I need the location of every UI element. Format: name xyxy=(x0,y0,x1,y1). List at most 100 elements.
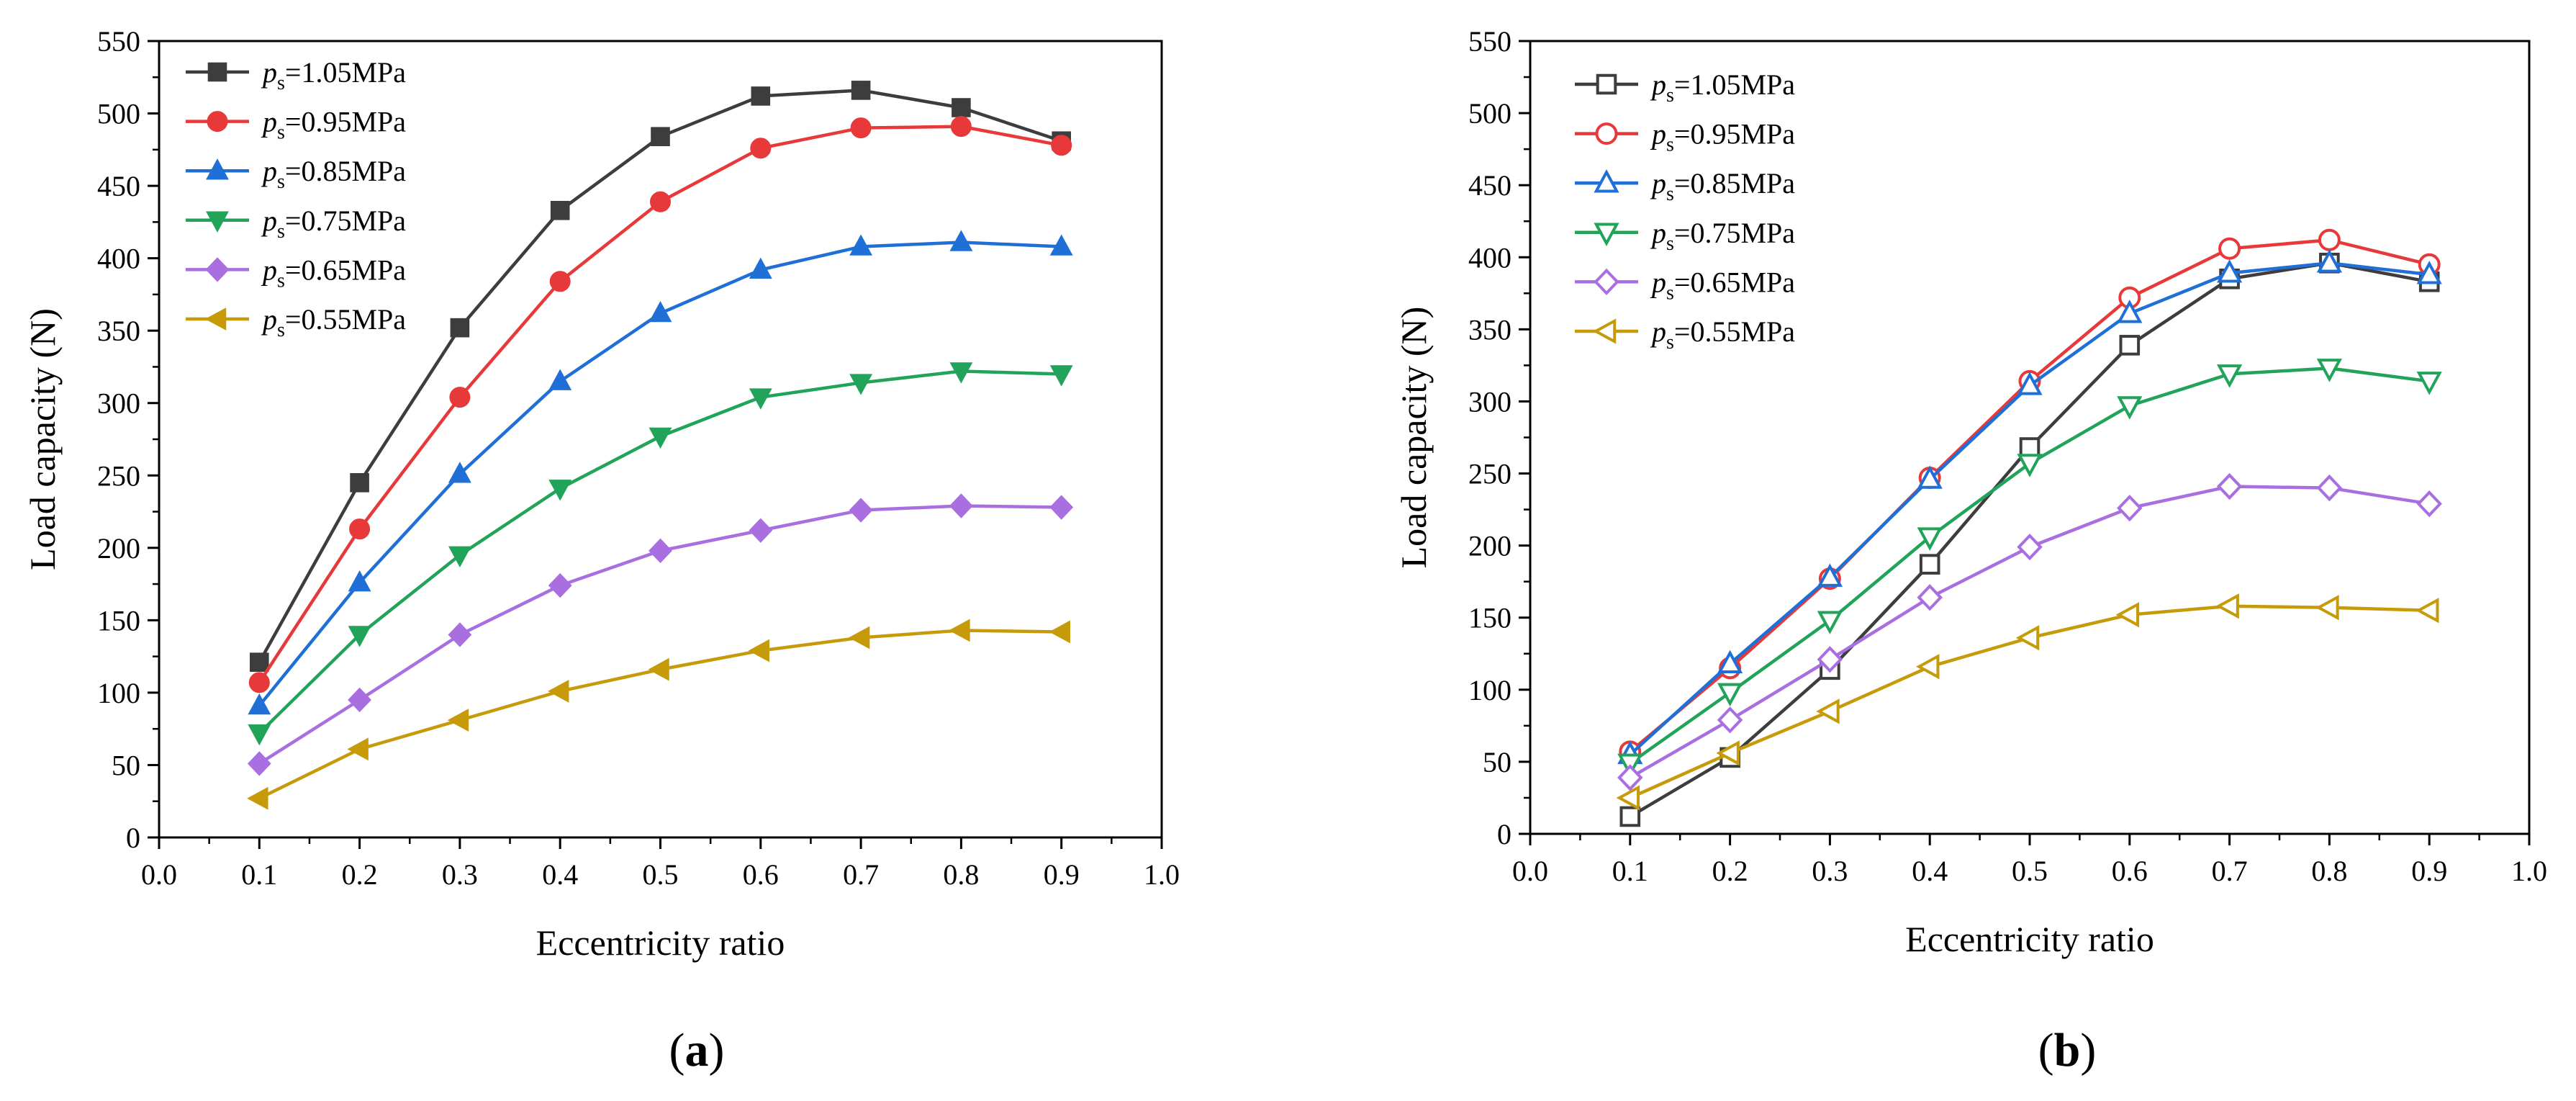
legend-marker xyxy=(1595,122,1618,145)
data-point-marker xyxy=(348,687,371,713)
legend-marker xyxy=(1594,268,1619,296)
data-point-marker xyxy=(348,570,371,592)
x-tick-label: 0.0 xyxy=(1512,855,1548,887)
y-tick-label: 50 xyxy=(112,749,140,781)
legend-label-value: =0.85MPa xyxy=(285,155,406,187)
legend-label-value: =0.55MPa xyxy=(285,303,406,336)
x-tick-label: 0.9 xyxy=(2411,855,2447,887)
legend-label: ps=1.05MPa xyxy=(261,56,406,94)
data-point-marker xyxy=(2117,494,2143,522)
data-point-marker xyxy=(247,786,268,810)
legend-label-value: =0.75MPa xyxy=(1674,217,1795,249)
series-2 xyxy=(248,230,1073,715)
data-point-marker xyxy=(2315,595,2339,621)
data-point-marker xyxy=(748,639,770,662)
data-point-marker xyxy=(650,191,671,212)
data-point-marker xyxy=(248,724,271,746)
data-point-marker xyxy=(548,679,569,703)
legend-label-value: =0.75MPa xyxy=(285,205,406,237)
series-3 xyxy=(1617,359,2442,778)
data-point-marker xyxy=(2215,593,2239,619)
data-point-marker xyxy=(348,626,371,647)
data-point-marker xyxy=(2017,372,2043,395)
y-tick-label: 500 xyxy=(1468,97,1511,130)
data-point-marker xyxy=(548,369,572,390)
data-point-marker xyxy=(448,546,471,567)
data-point-marker xyxy=(749,257,772,279)
data-point-marker xyxy=(248,672,270,693)
x-tick-label: 0.5 xyxy=(643,858,679,891)
data-point-marker xyxy=(2117,300,2143,323)
legend-entry: ps=0.55MPa xyxy=(186,303,406,341)
data-point-marker xyxy=(2216,364,2243,388)
x-tick-label: 0.3 xyxy=(442,858,478,891)
legend-entry: ps=0.65MPa xyxy=(1575,266,1795,304)
y-tick-label: 350 xyxy=(1468,313,1511,346)
data-point-marker xyxy=(350,473,369,493)
data-point-marker xyxy=(750,138,772,159)
x-tick-label: 1.0 xyxy=(1144,858,1180,891)
legend-label: ps=0.85MPa xyxy=(1650,167,1795,205)
data-point-marker xyxy=(2415,598,2439,624)
data-point-marker xyxy=(949,362,973,384)
y-tick-label: 200 xyxy=(97,532,140,565)
legend-label-subscript: s xyxy=(1666,84,1674,107)
y-tick-label: 450 xyxy=(97,170,140,202)
data-point-marker xyxy=(2416,490,2442,518)
data-point-marker xyxy=(952,98,971,117)
data-point-marker xyxy=(1917,465,1943,489)
series-3 xyxy=(248,362,1073,746)
data-point-marker xyxy=(949,619,970,642)
legend-label-subscript: s xyxy=(277,220,285,243)
legend: ps=1.05MPa ps=0.95MPa ps =0.85MPa ps=0.75MPa… xyxy=(186,56,406,341)
data-point-marker xyxy=(1049,234,1073,256)
data-point-marker xyxy=(1049,365,1073,387)
data-point-marker xyxy=(447,709,469,732)
data-point-marker xyxy=(247,751,271,776)
series-1 xyxy=(248,116,1072,693)
data-point-marker xyxy=(1919,554,1940,575)
legend-label: ps=1.05MPa xyxy=(1650,68,1795,107)
data-point-marker xyxy=(248,693,271,715)
legend-label-value: =0.95MPa xyxy=(285,106,406,138)
data-point-marker xyxy=(2316,474,2343,502)
panel-label-open-paren: ( xyxy=(2038,1024,2054,1077)
data-point-marker xyxy=(1617,764,1643,791)
legend-marker xyxy=(206,158,229,180)
legend-entry: ps=0.95MPa xyxy=(186,106,406,144)
data-point-marker xyxy=(1049,620,1070,644)
legend-label-symbol: p xyxy=(1650,118,1666,150)
x-axis-title: Eccentricity ratio xyxy=(536,922,785,963)
data-point-marker xyxy=(651,127,670,147)
data-point-marker xyxy=(449,387,471,408)
legend-label-symbol: p xyxy=(1650,315,1666,348)
data-point-marker xyxy=(349,518,371,540)
series-line xyxy=(258,629,1062,800)
legend-entry: ps=0.75MPa xyxy=(186,205,406,243)
legend-marker xyxy=(207,62,227,82)
panel-label-letter: b xyxy=(2054,1024,2081,1077)
data-point-marker xyxy=(949,493,973,518)
y-axis-title: Load capacity (N) xyxy=(22,308,63,570)
legend-label-symbol: p xyxy=(261,253,277,286)
x-axis-title: Eccentricity ratio xyxy=(1905,919,2154,959)
legend-entry: ps=0.55MPa xyxy=(1575,315,1795,354)
data-point-marker xyxy=(1917,527,1943,551)
legend-label-symbol: p xyxy=(1650,68,1666,101)
y-tick-label: 450 xyxy=(1468,169,1511,202)
data-point-marker xyxy=(548,572,572,598)
data-point-marker xyxy=(1916,654,1940,680)
x-tick-label: 0.9 xyxy=(1044,858,1080,891)
y-tick-label: 50 xyxy=(1483,746,1511,778)
data-point-marker xyxy=(1717,650,1743,674)
x-tick-label: 0.4 xyxy=(542,858,578,891)
data-point-marker xyxy=(548,480,572,501)
data-point-marker xyxy=(648,300,672,323)
data-point-marker xyxy=(950,116,972,138)
data-point-marker xyxy=(250,652,269,672)
data-point-marker xyxy=(448,462,471,483)
y-axis-title: Load capacity (N) xyxy=(1393,307,1434,569)
y-tick-label: 350 xyxy=(97,315,140,347)
y-tick-label: 100 xyxy=(1468,674,1511,706)
legend-label: ps=0.95MPa xyxy=(1650,118,1795,156)
